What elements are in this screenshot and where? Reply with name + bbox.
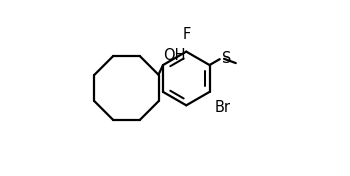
- Text: Br: Br: [215, 100, 231, 115]
- Text: S: S: [222, 51, 231, 66]
- Text: OH: OH: [163, 48, 186, 64]
- Text: F: F: [182, 27, 190, 42]
